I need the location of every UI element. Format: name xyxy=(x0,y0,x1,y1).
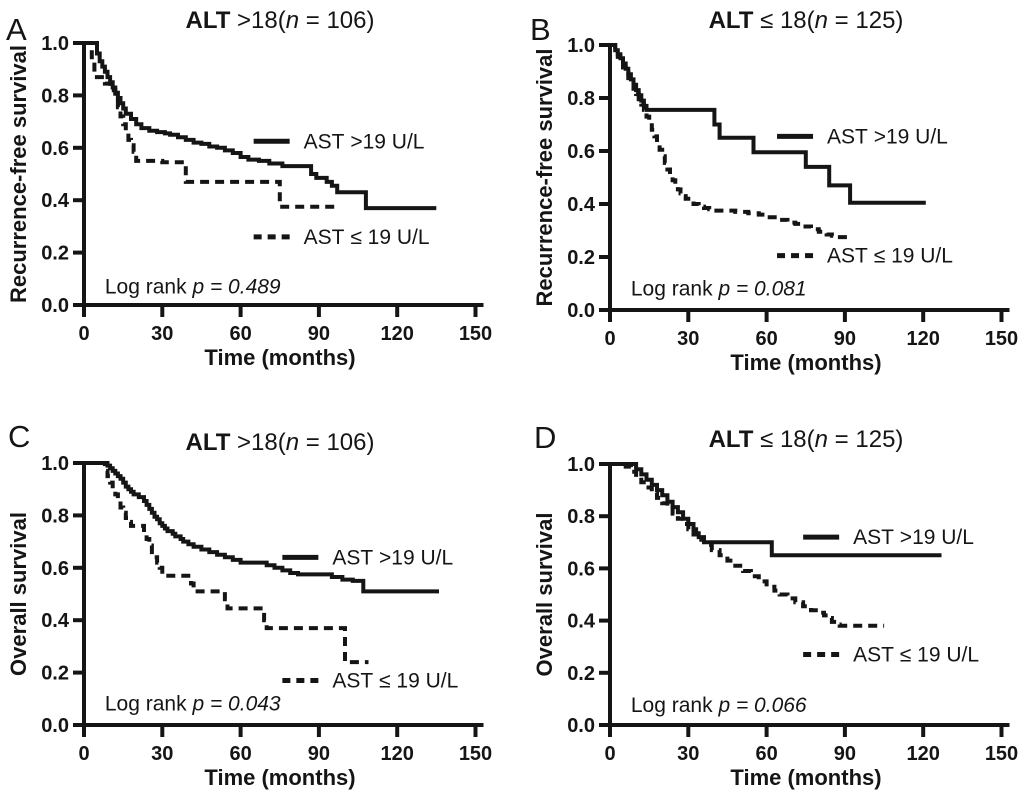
panel-letter: D xyxy=(534,420,556,455)
y-tick-label: 1.0 xyxy=(567,454,595,476)
y-tick-label: 0.4 xyxy=(567,194,596,216)
axes xyxy=(82,41,484,307)
legend-label: AST ≤ 19 U/L xyxy=(827,245,953,268)
panel-title: ALT >18(n = 106) xyxy=(186,7,375,34)
y-tick-label: 0.0 xyxy=(41,295,69,317)
x-tick-label: 30 xyxy=(677,328,699,350)
x-tick-label: 120 xyxy=(907,328,940,350)
x-axis-label: Time (months) xyxy=(204,345,355,370)
y-tick-label: 0.4 xyxy=(41,610,70,632)
x-tick-label: 60 xyxy=(229,323,251,345)
panel-d: D ALT ≤ 18(n = 125) 0 30 60 90 120 150 0.0 0.2 0.4… xyxy=(512,400,1024,800)
x-tick-label: 150 xyxy=(459,323,492,345)
y-tick-label: 0.6 xyxy=(567,141,595,163)
y-tick-label: 0.0 xyxy=(567,715,595,737)
y-tick-label: 0.0 xyxy=(567,300,595,322)
log-rank-text: Log rank p = 0.043 xyxy=(105,693,281,716)
legend-label: AST >19 U/L xyxy=(827,125,948,148)
y-axis-label: Recurrence-free survival xyxy=(532,48,557,306)
series-dashed xyxy=(610,462,885,628)
x-tick-label: 0 xyxy=(604,328,615,350)
y-tick-label: 0.2 xyxy=(41,243,69,265)
x-axis-label: Time (months) xyxy=(204,765,355,790)
y-tick-label: 0.4 xyxy=(41,190,70,212)
x-tick-label: 0 xyxy=(604,743,615,765)
series-dashed xyxy=(84,461,369,665)
x-tick-label: 90 xyxy=(834,328,856,350)
panel-a: A ALT >18(n = 106) 0 30 60 90 120 150 0.0 0.2 0.4 0… xyxy=(0,0,512,400)
y-tick-label: 1.0 xyxy=(41,453,69,475)
panel-c-chart: C ALT >18(n = 106) 0 30 60 90 120 150 0.0 0.2 0.4 0… xyxy=(6,419,492,790)
panel-c: C ALT >18(n = 106) 0 30 60 90 120 150 0.0 0.2 0.4 0… xyxy=(0,400,512,800)
x-tick-label: 90 xyxy=(834,743,856,765)
panel-title: ALT >18(n = 106) xyxy=(186,429,375,456)
y-axis-label: Recurrence-free survival xyxy=(6,45,31,303)
x-tick-label: 120 xyxy=(907,743,940,765)
panel-letter: C xyxy=(8,419,30,454)
legend-label: AST ≤ 19 U/L xyxy=(332,669,458,692)
y-tick-label: 0.8 xyxy=(567,88,595,110)
x-tick-label: 120 xyxy=(381,743,414,765)
y-tick-label: 1.0 xyxy=(567,35,595,57)
legend-label: AST >19 U/L xyxy=(853,526,974,549)
panel-letter: A xyxy=(6,12,27,47)
x-tick-label: 30 xyxy=(151,743,173,765)
y-axis-label: Overall survival xyxy=(6,512,31,676)
series-dashed xyxy=(610,43,851,240)
x-tick-label: 60 xyxy=(229,743,251,765)
panel-title: ALT ≤ 18(n = 125) xyxy=(709,7,904,34)
panel-b-chart: B ALT ≤ 18(n = 125) 0 30 60 90 120 150 0.0 0.2 0.4… xyxy=(530,7,1018,375)
axes xyxy=(608,43,1010,312)
series-solid xyxy=(610,43,926,205)
x-tick-label: 0 xyxy=(78,323,89,345)
y-tick-label: 0.8 xyxy=(567,506,595,528)
legend-label: AST ≤ 19 U/L xyxy=(853,644,979,667)
x-tick-label: 150 xyxy=(985,743,1018,765)
y-tick-label: 0.2 xyxy=(41,663,69,685)
log-rank-text: Log rank p = 0.081 xyxy=(631,277,807,300)
y-tick-label: 0.8 xyxy=(41,505,69,527)
y-tick-label: 0.2 xyxy=(567,247,595,269)
x-tick-label: 90 xyxy=(308,323,330,345)
x-tick-label: 120 xyxy=(381,323,414,345)
series-dashed xyxy=(84,41,340,209)
x-axis-label: Time (months) xyxy=(730,350,881,375)
y-tick-label: 0.6 xyxy=(567,558,595,580)
x-tick-label: 30 xyxy=(677,743,699,765)
x-tick-label: 150 xyxy=(459,743,492,765)
panel-title: ALT ≤ 18(n = 125) xyxy=(709,426,904,453)
legend-label: AST >19 U/L xyxy=(332,546,453,569)
series-solid xyxy=(610,462,942,558)
panel-d-chart: D ALT ≤ 18(n = 125) 0 30 60 90 120 150 0.0 0.2 0.4… xyxy=(532,420,1018,790)
legend-label: AST >19 U/L xyxy=(304,130,425,153)
y-tick-label: 0.6 xyxy=(41,558,69,580)
x-tick-label: 60 xyxy=(755,743,777,765)
x-tick-label: 30 xyxy=(151,323,173,345)
panel-letter: B xyxy=(530,12,551,47)
x-tick-label: 60 xyxy=(755,328,777,350)
log-rank-text: Log rank p = 0.066 xyxy=(631,694,807,717)
y-tick-label: 0.2 xyxy=(567,663,595,685)
y-tick-label: 0.0 xyxy=(41,715,69,737)
x-tick-label: 150 xyxy=(985,328,1018,350)
legend-label: AST ≤ 19 U/L xyxy=(304,226,430,249)
y-axis-label: Overall survival xyxy=(532,513,557,677)
y-tick-label: 0.8 xyxy=(41,85,69,107)
y-tick-label: 0.6 xyxy=(41,138,69,160)
x-tick-label: 0 xyxy=(78,743,89,765)
y-tick-label: 1.0 xyxy=(41,33,69,55)
y-tick-label: 0.4 xyxy=(567,611,596,633)
series-solid xyxy=(84,461,439,594)
log-rank-text: Log rank p = 0.489 xyxy=(105,275,281,298)
panel-b: B ALT ≤ 18(n = 125) 0 30 60 90 120 150 0.0 0.2 0.4… xyxy=(512,0,1024,400)
x-axis-label: Time (months) xyxy=(730,765,881,790)
x-tick-label: 90 xyxy=(308,743,330,765)
panel-a-chart: A ALT >18(n = 106) 0 30 60 90 120 150 0.0 0.2 0.4 0… xyxy=(6,7,492,370)
